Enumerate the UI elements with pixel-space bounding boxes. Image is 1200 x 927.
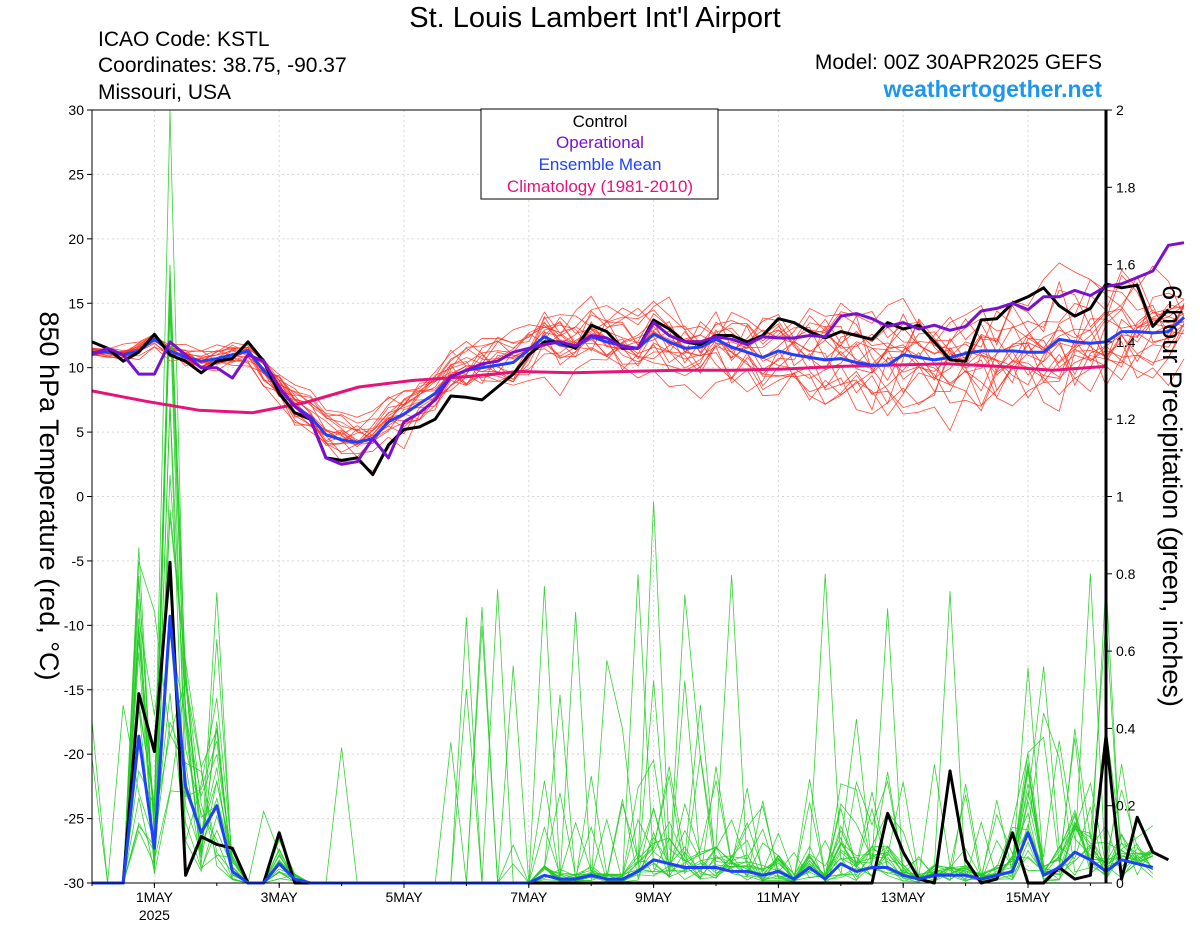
- left-tick-label: -15: [64, 682, 84, 698]
- precip-member-line: [92, 474, 1153, 884]
- left-tick-label: 30: [68, 102, 84, 118]
- precip-member-line: [92, 617, 1153, 884]
- left-tick-label: -30: [64, 875, 84, 891]
- legend: Control Operational Ensemble Mean Climat…: [480, 108, 719, 200]
- model-run: Model: 00Z 30APR2025 GEFS: [814, 51, 1102, 74]
- x-tick-label: 5MAY: [385, 889, 423, 905]
- x-tick-label: 7MAY: [510, 889, 548, 905]
- icao-code: ICAO Code: KSTL: [98, 28, 270, 51]
- precip-member-line: [92, 311, 1154, 884]
- coordinates: Coordinates: 38.75, -90.37: [98, 54, 347, 77]
- left-tick-label: -20: [64, 746, 84, 762]
- right-tick-label: 0.6: [1116, 643, 1136, 659]
- y-axis-label-left: 850 hPa Temperature (red, °C): [34, 312, 64, 681]
- temp-member-line: [91, 309, 1185, 444]
- x-tick-label: 13MAY: [881, 889, 927, 905]
- left-tick-label: 25: [68, 166, 84, 182]
- left-tick-label: -5: [72, 553, 85, 569]
- precip-member-line: [92, 599, 1154, 884]
- temp-member-line: [91, 304, 1185, 458]
- website-link[interactable]: weathertogether.net: [883, 76, 1102, 102]
- left-tick-label: -25: [64, 811, 84, 827]
- x-tick-label: 9MAY: [635, 889, 673, 905]
- precip-member-line: [92, 592, 1154, 884]
- temp-member-line: [91, 307, 1185, 448]
- left-tick-label: -10: [64, 617, 84, 633]
- y-axis-label-right: 6-hour Precipitation (green, inches): [1157, 285, 1187, 707]
- x-tick-label: 1MAY: [136, 889, 174, 905]
- right-tick-label: 0.2: [1116, 798, 1136, 814]
- location: Missouri, USA: [98, 81, 232, 104]
- right-tick-label: 1: [1116, 489, 1124, 505]
- right-tick-label: 1.6: [1116, 257, 1136, 273]
- right-tick-label: 1.4: [1116, 334, 1136, 350]
- left-tick-label: 10: [68, 360, 84, 376]
- precip-member-line: [92, 576, 1153, 884]
- x-tick-sublabel: 2025: [139, 907, 170, 923]
- left-tick-label: 20: [68, 231, 84, 247]
- precip-member-line: [92, 402, 1154, 884]
- temp-member-line: [91, 302, 1185, 437]
- series-operational: [91, 241, 1185, 466]
- left-tick-label: 15: [68, 295, 84, 311]
- right-tick-label: 0: [1116, 875, 1124, 891]
- temp-member-line: [91, 280, 1185, 418]
- series-climatology-1981-2010: [91, 362, 1107, 415]
- legend-box: [480, 108, 719, 200]
- temp-member-line: [91, 296, 1185, 455]
- precip-member-line: [91, 109, 1153, 884]
- temp-member-line: [91, 314, 1185, 443]
- right-tick-label: 0.4: [1116, 720, 1136, 736]
- precip-member-line: [92, 561, 1154, 884]
- legend-climatology: Climatology (1981-2010): [507, 177, 693, 196]
- legend-ensemble-mean: Ensemble Mean: [539, 155, 662, 174]
- left-tick-label: 0: [76, 489, 84, 505]
- series-ensemble-mean-precip: [92, 614, 1154, 885]
- x-tick-label: 3MAY: [261, 889, 299, 905]
- precip-member-line: [92, 584, 1154, 884]
- x-tick-label: 11MAY: [756, 889, 800, 905]
- right-tick-label: 2: [1116, 102, 1124, 118]
- right-tick-label: 1.2: [1116, 411, 1136, 427]
- legend-control: Control: [573, 112, 628, 131]
- legend-operational: Operational: [556, 133, 644, 152]
- left-tick-label: 5: [76, 424, 84, 440]
- chart-title: St. Louis Lambert Int'l Airport: [409, 2, 781, 34]
- precip-member-line: [92, 403, 1154, 884]
- x-tick-label: 15MAY: [1006, 889, 1052, 905]
- right-tick-label: 0.8: [1116, 566, 1136, 582]
- right-tick-label: 1.8: [1116, 179, 1136, 195]
- precip-member-lines: [91, 109, 1154, 885]
- axis-ticks: 302520151050-5-10-15-20-25-3021.81.61.41…: [64, 102, 1136, 923]
- precip-member-line: [92, 626, 1154, 884]
